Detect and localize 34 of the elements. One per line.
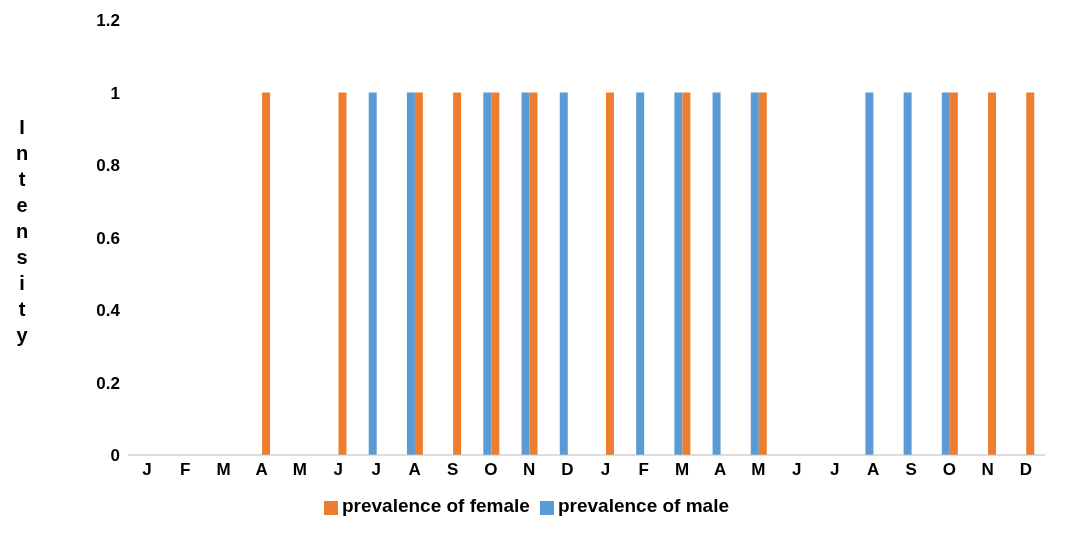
x-tick-label: J xyxy=(333,460,343,480)
x-tick-label: J xyxy=(791,460,802,480)
x-tick-label: J xyxy=(142,460,152,480)
x-tick-label: M xyxy=(751,460,766,480)
legend-label: prevalence of female xyxy=(341,495,530,516)
x-tick-label: J xyxy=(830,460,840,480)
x-tick-label: F xyxy=(180,460,191,480)
x-tick-label: O xyxy=(942,460,957,480)
x-tick-label: A xyxy=(866,460,880,480)
x-tick-label: A xyxy=(408,460,421,480)
y-tick-label: 0.6 xyxy=(96,228,120,248)
y-tick-label: 1.2 xyxy=(96,11,120,31)
y-tick-label: 0.2 xyxy=(96,373,120,393)
x-tick-label: M xyxy=(216,460,231,480)
x-tick-label: J xyxy=(600,460,611,480)
x-tick-label: D xyxy=(561,460,574,480)
x-tick-label: N xyxy=(523,460,536,480)
legend-label: prevalence of male xyxy=(557,495,730,516)
x-tick-label: N xyxy=(981,460,994,480)
y-tick-label: 0 xyxy=(110,446,120,466)
x-tick-label: M xyxy=(674,460,690,480)
x-tick-label: A xyxy=(255,460,268,480)
x-tick-label: J xyxy=(371,460,382,480)
x-tick-label: S xyxy=(447,460,459,480)
text: Intensity xyxy=(15,115,29,346)
y-tick-label: 0.8 xyxy=(96,156,120,176)
x-tick-label: S xyxy=(905,460,917,480)
y-tick-label: 1 xyxy=(110,83,120,103)
x-tick-label: D xyxy=(1019,460,1033,480)
x-tick-label: M xyxy=(292,460,308,480)
x-tick-label: O xyxy=(484,460,498,480)
x-tick-label: A xyxy=(714,460,727,480)
y-tick-label: 0.4 xyxy=(96,301,121,321)
x-tick-label: F xyxy=(638,460,650,480)
